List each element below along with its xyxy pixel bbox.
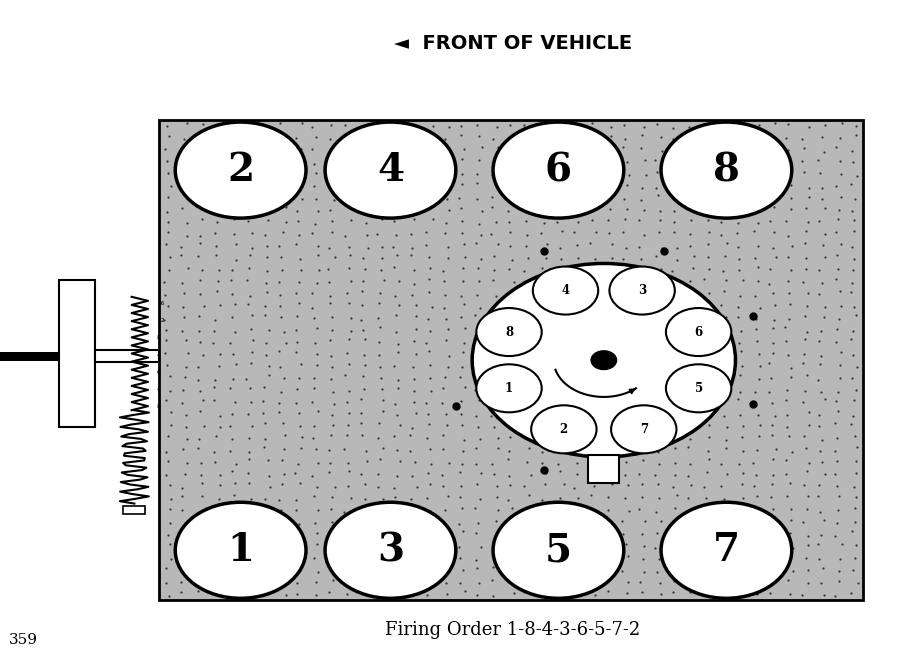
Bar	[159, 120, 863, 600]
Text: 5: 5	[695, 382, 703, 395]
Text: 2: 2	[559, 423, 568, 436]
Circle shape	[493, 502, 624, 598]
Text: 3: 3	[377, 532, 404, 569]
Text: 4: 4	[157, 353, 161, 358]
Text: 7: 7	[640, 423, 647, 436]
Text: 4: 4	[377, 151, 404, 189]
Circle shape	[477, 364, 542, 412]
Text: 0: 0	[157, 370, 161, 375]
Circle shape	[493, 122, 624, 218]
Text: 12: 12	[157, 318, 164, 323]
Circle shape	[611, 406, 676, 454]
Circle shape	[609, 267, 675, 315]
Text: ◄  FRONT OF VEHICLE: ◄ FRONT OF VEHICLE	[394, 34, 632, 53]
Circle shape	[666, 364, 731, 412]
Bar	[588, 455, 619, 483]
Text: 359: 359	[9, 634, 38, 647]
Circle shape	[531, 406, 597, 454]
Circle shape	[661, 122, 792, 218]
Text: 8: 8	[157, 404, 161, 410]
Circle shape	[533, 267, 598, 315]
Circle shape	[472, 263, 735, 457]
Text: 6: 6	[695, 325, 703, 339]
Bar	[95, 350, 159, 362]
Text: 16: 16	[157, 301, 164, 306]
Text: 1: 1	[227, 532, 254, 569]
Text: Firing Order 1-8-4-3-6-5-7-2: Firing Order 1-8-4-3-6-5-7-2	[385, 622, 641, 639]
Circle shape	[175, 122, 306, 218]
Text: 7: 7	[713, 532, 740, 569]
Text: 2: 2	[227, 151, 254, 189]
Text: 8: 8	[505, 325, 513, 339]
Text: 6: 6	[545, 151, 572, 189]
Circle shape	[175, 502, 306, 598]
Text: 5: 5	[545, 532, 572, 569]
Bar	[123, 506, 145, 514]
Text: 8: 8	[157, 336, 161, 340]
Text: 8: 8	[713, 151, 740, 189]
Text: 1: 1	[505, 382, 513, 395]
Text: 4: 4	[561, 284, 569, 297]
Circle shape	[591, 351, 617, 370]
Circle shape	[325, 122, 456, 218]
Text: 3: 3	[638, 284, 646, 297]
Bar	[0, 352, 59, 361]
Circle shape	[666, 308, 731, 356]
Circle shape	[661, 502, 792, 598]
Text: 4: 4	[157, 387, 161, 392]
Bar	[59, 280, 95, 427]
Circle shape	[325, 502, 456, 598]
Circle shape	[477, 308, 542, 356]
